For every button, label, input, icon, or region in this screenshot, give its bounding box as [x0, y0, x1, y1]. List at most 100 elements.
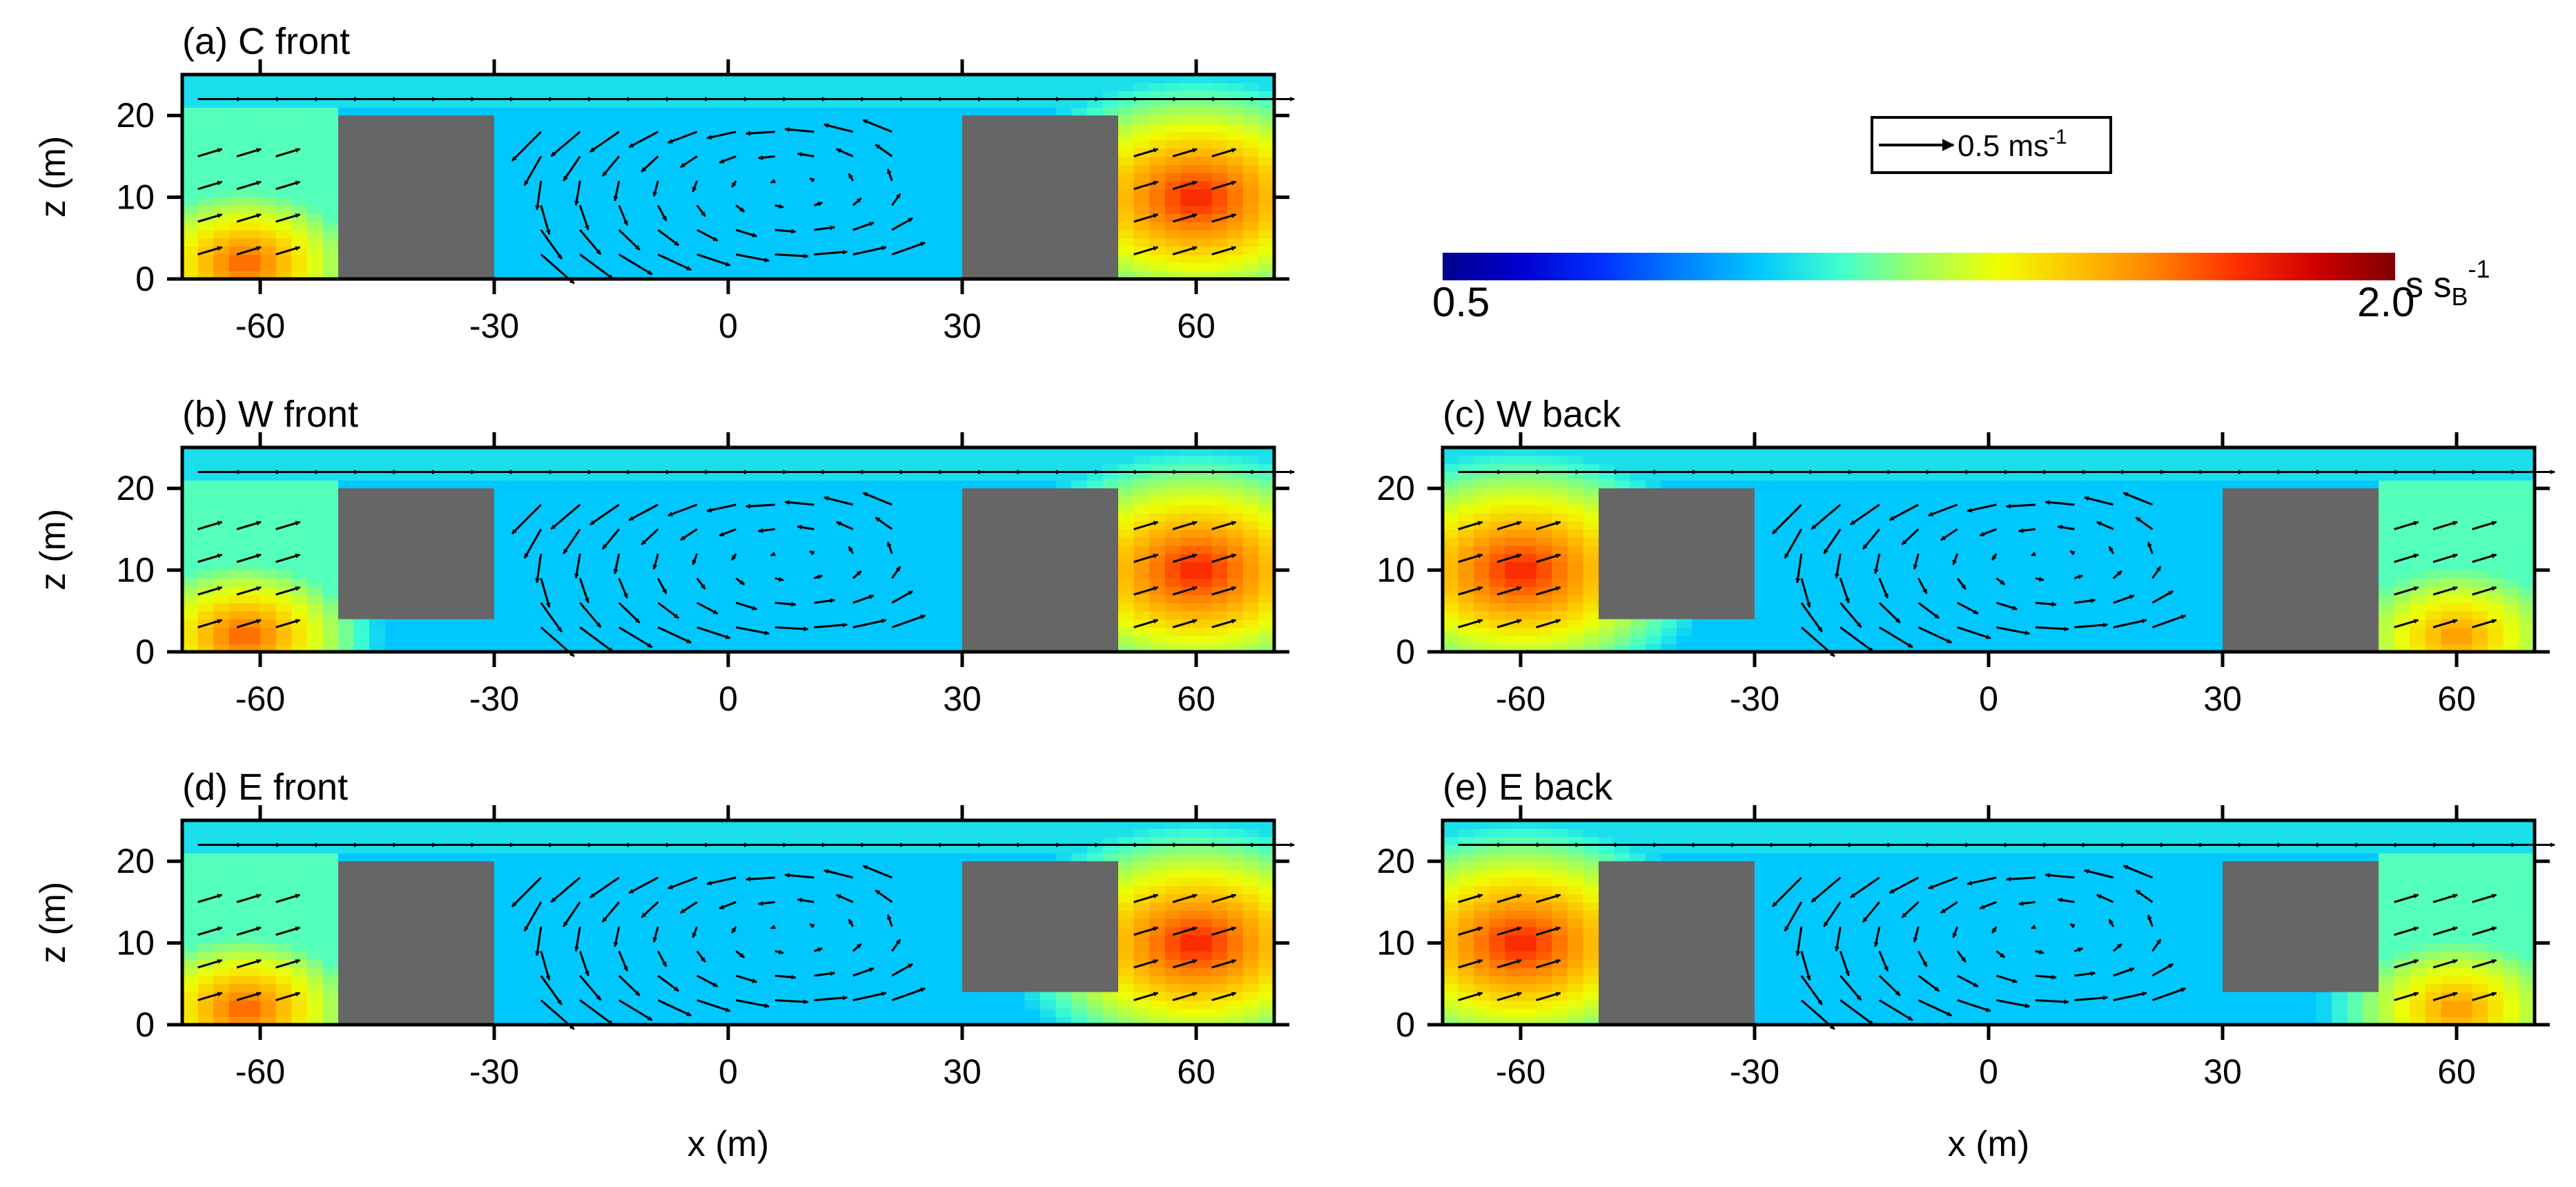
heat-cell [1242, 148, 1259, 157]
heat-cell [759, 570, 776, 579]
heat-cell [228, 529, 245, 538]
heat-cell [494, 189, 511, 198]
heat-cell [306, 472, 323, 481]
heat-cell [899, 107, 916, 116]
heat-cell [1180, 124, 1197, 133]
heat-cell [696, 595, 713, 604]
heat-cell [665, 529, 682, 538]
heat-cell [884, 586, 901, 595]
heat-cell [244, 602, 261, 612]
heat-cell [322, 529, 339, 538]
heat-cell [696, 546, 713, 554]
heat-cell [603, 586, 620, 595]
heat-cell [2176, 578, 2192, 587]
heat-cell [1180, 115, 1197, 124]
heat-cell [837, 472, 854, 481]
heat-cell [322, 578, 339, 587]
heat-cell [852, 529, 869, 538]
heat-cell [494, 488, 511, 497]
heat-cell [837, 488, 854, 497]
heat-cell [228, 156, 245, 165]
heat-cell [540, 512, 557, 522]
heat-cell [790, 131, 807, 141]
heat-cell [837, 197, 854, 206]
heat-cell [587, 472, 604, 481]
heat-cell [525, 189, 542, 198]
heat-cell [821, 164, 838, 173]
heat-cell [260, 644, 277, 653]
heat-cell [884, 602, 901, 612]
heat-cell [774, 173, 791, 182]
heat-cell [291, 644, 308, 653]
heat-cell [1149, 238, 1166, 247]
heat-cell [790, 480, 807, 489]
heat-cell [291, 222, 308, 231]
velocity-arrow [236, 246, 262, 255]
heat-cell [759, 602, 776, 612]
heat-cell [837, 99, 854, 108]
heat-cell [556, 90, 573, 100]
heat-cell [1567, 578, 1583, 587]
heat-cell [899, 480, 916, 489]
building-1 [338, 115, 494, 279]
heat-cell [1196, 82, 1213, 92]
building-1 [338, 488, 494, 619]
heat-cell [681, 610, 698, 620]
heat-cell [743, 570, 760, 579]
velocity-arrow [891, 242, 926, 255]
heat-cell [228, 222, 245, 231]
heat-cell [821, 156, 838, 165]
heat-cell [1040, 90, 1057, 100]
heat-cell [1786, 595, 1802, 604]
heat-cell [1583, 455, 1599, 465]
heat-cell [1848, 521, 1864, 530]
heat-cell [681, 254, 698, 263]
heat-cell [2051, 635, 2067, 644]
heat-cell [759, 148, 776, 157]
heat-cell [696, 189, 713, 198]
heat-cell [1196, 189, 1213, 198]
heat-cell [946, 82, 963, 92]
heat-cell [2051, 537, 2067, 546]
heat-cell [728, 595, 745, 604]
heat-cell [634, 238, 651, 247]
heat-cell [1164, 546, 1181, 554]
heat-cell [540, 197, 557, 206]
heat-cell [712, 553, 729, 563]
heat-cell [1614, 480, 1630, 489]
heat-cell [260, 173, 277, 182]
heat-cell [197, 173, 214, 182]
heat-cell [1086, 99, 1103, 108]
heat-cell [603, 222, 620, 231]
colorbar: 0.5 2.0 s sB-1 [1432, 253, 2490, 325]
velocity-arrow [735, 204, 745, 213]
heat-cell [1458, 570, 1474, 579]
heat-cell [228, 238, 245, 247]
heat-cell [1505, 610, 1521, 620]
heat-cell [1645, 627, 1661, 636]
heat-cell [369, 644, 386, 653]
heat-cell [213, 504, 230, 514]
heat-cell [821, 180, 838, 190]
heat-cell [1926, 488, 1942, 497]
heat-cell [1536, 578, 1552, 587]
heat-cell [1458, 488, 1474, 497]
heat-cell [1926, 537, 1942, 546]
heat-cell [1864, 546, 1880, 554]
heat-cell [1911, 635, 1927, 644]
heat-cell [2020, 512, 2036, 522]
heat-cell [868, 180, 885, 190]
heat-cell [494, 512, 511, 522]
heat-cell [1071, 480, 1088, 489]
heat-cell [1164, 602, 1181, 612]
heat-cell [494, 627, 511, 636]
heat-cell [228, 546, 245, 554]
heat-cell [1133, 222, 1150, 231]
heat-cell [306, 602, 323, 612]
heat-cell [650, 570, 667, 579]
heat-cell [1801, 480, 1817, 489]
heat-cell [353, 82, 370, 92]
heat-cell [369, 627, 386, 636]
heat-cell [478, 455, 495, 465]
